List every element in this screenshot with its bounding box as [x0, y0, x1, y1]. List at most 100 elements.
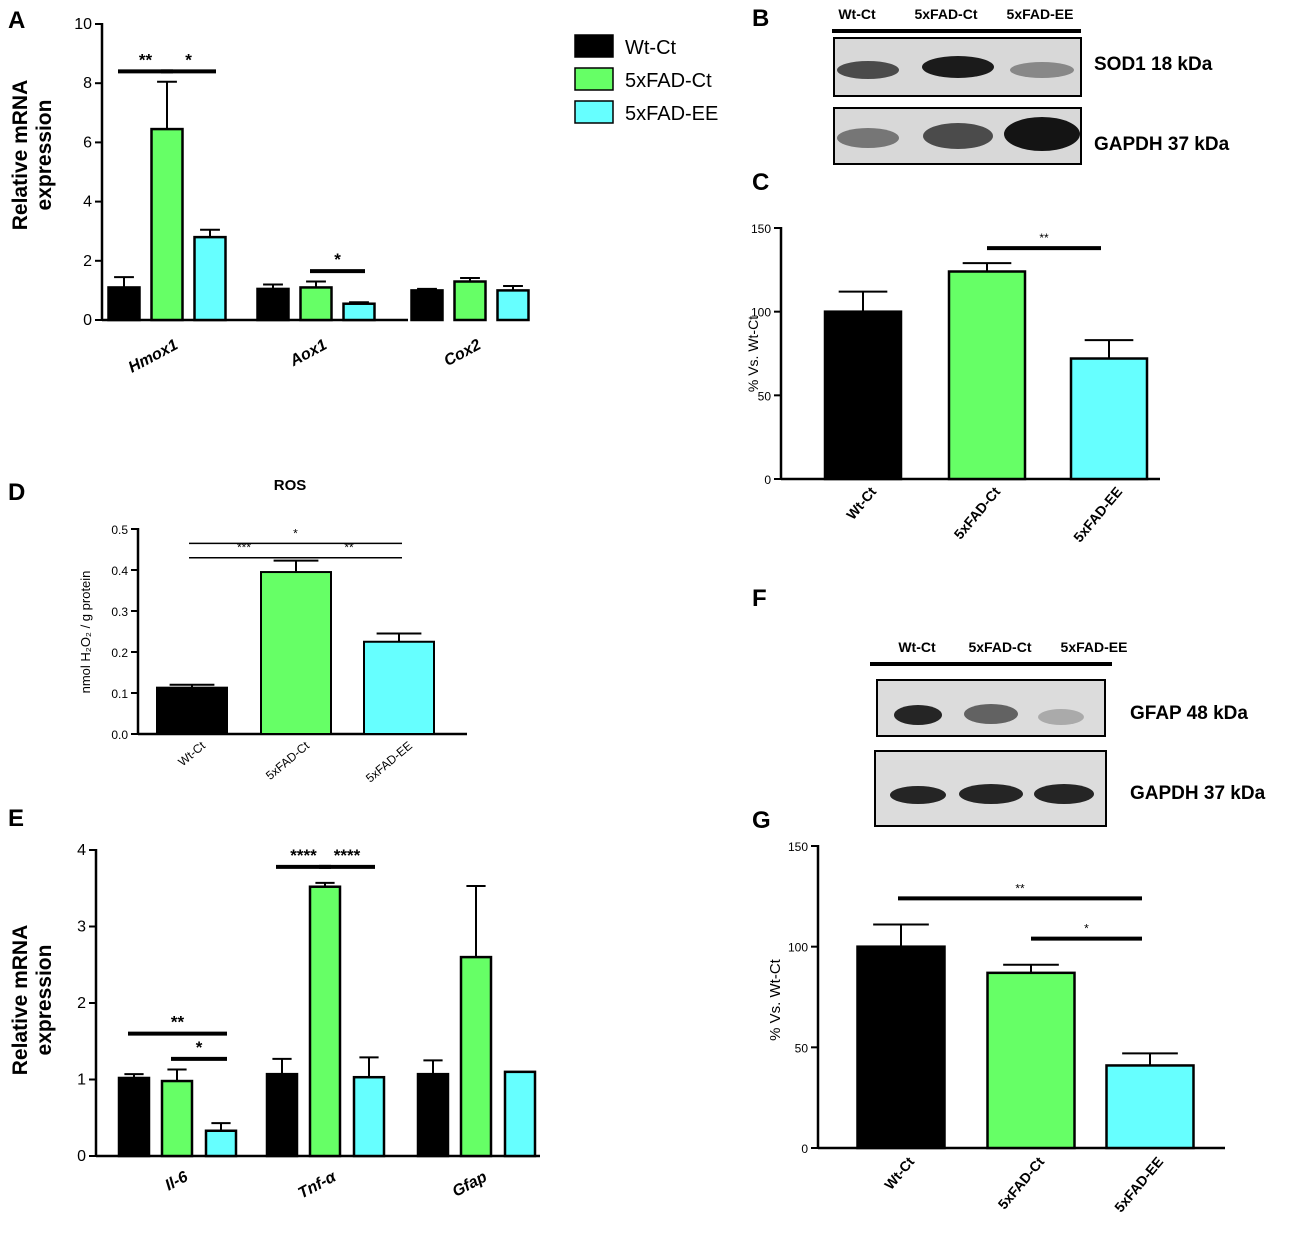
y-tick-label: 10	[74, 16, 92, 33]
y-tick-label: 6	[83, 134, 92, 151]
blot-b-gapdh-band-5xfad-ee	[1004, 117, 1080, 151]
bar-cox2-0	[410, 289, 444, 322]
panel-label-f: F	[752, 585, 767, 612]
legend-swatch-wt-ct	[574, 34, 614, 58]
y-tick-label: 0.4	[111, 564, 128, 578]
y-tick-label: 0.2	[111, 646, 128, 660]
chart-panel-g: 0 50 100 150 % Vs. Wt-Ct Wt-Ct 5xFAD-Ct 5xFAD-E…	[767, 840, 1225, 1215]
y-tick-label: 2	[77, 995, 86, 1012]
bar-tnf-0	[265, 1072, 299, 1158]
x-category-label: Gfap	[450, 1168, 490, 1200]
blot-b-sod1-band-5xfad-ee	[1010, 62, 1074, 78]
blot-b-gapdh-band-wt-ct	[837, 128, 899, 148]
bar-aox1-2	[342, 302, 376, 322]
y-tick-label: 0	[77, 1148, 86, 1165]
y-tick-label: 0.0	[111, 728, 128, 742]
legend-label-wt-ct: Wt-Ct	[625, 37, 677, 59]
legend-swatch-5xfad-ct	[574, 67, 614, 91]
bar-5xfadct	[947, 270, 1027, 481]
chart-panel-e: 0 1 2 3 4 Relative mRNAexpression Il-6 Tnf-α Gfa…	[9, 842, 540, 1202]
blot-b-lane-label-wt-ct: Wt-Ct	[838, 6, 876, 22]
y-axis-title: nmol H₂O₂ / g protein	[78, 571, 93, 694]
bar-wtct	[856, 945, 946, 1150]
bar-5xfadee	[1105, 1064, 1195, 1150]
significance-label: *	[293, 526, 298, 540]
bar-il6-2	[204, 1129, 238, 1158]
significance-label: **	[1015, 881, 1025, 895]
significance-label: *	[196, 1038, 203, 1057]
x-category-label: Aox1	[286, 336, 329, 370]
x-category-label: Hmox1	[126, 336, 181, 376]
chart-panel-d: ROS 0.0 0.1 0.2 0.3 0.4 0.5 nmol H₂O₂ / g prote…	[78, 477, 467, 785]
x-category-label: Wt-Ct	[881, 1153, 917, 1192]
bar-tnf-2	[352, 1075, 386, 1158]
panel-label-e: E	[8, 805, 24, 832]
y-tick-label: 4	[83, 194, 92, 211]
bar-aox1-1	[299, 286, 333, 322]
bar-gfap-1	[459, 955, 493, 1158]
blot-f-gapdh-band-5xfad-ee	[1034, 784, 1094, 804]
legend: Wt-Ct 5xFAD-Ct 5xFAD-EE	[574, 34, 718, 125]
bar-cox2-2	[496, 289, 530, 322]
y-tick-label: 100	[751, 306, 771, 320]
x-category-label: 5xFAD-Ct	[263, 738, 312, 783]
significance-label: **	[1039, 231, 1049, 245]
significance-label: *	[1084, 922, 1089, 936]
blot-b-gapdh-label: GAPDH 37 kDa	[1094, 134, 1230, 155]
x-category-label: Wt-Ct	[175, 738, 208, 769]
blot-f-gfap-label: GFAP 48 kDa	[1130, 703, 1248, 724]
y-tick-label: 2	[83, 253, 92, 270]
panel-label-d: D	[8, 479, 25, 506]
bar-wtct	[823, 310, 903, 481]
bar-cox2-1	[453, 280, 487, 322]
y-tick-label: 0.3	[111, 605, 128, 619]
panel-label-a: A	[8, 7, 25, 34]
y-tick-label: 0	[801, 1142, 808, 1156]
bar-5xfadct	[260, 571, 332, 735]
blot-f-gapdh-label: GAPDH 37 kDa	[1130, 783, 1266, 804]
chart-panel-a: 0 2 4 6 8 10 Relative mRNAexpression Hmox1 Aox1 C…	[9, 16, 530, 377]
significance-label: **	[171, 1013, 185, 1032]
panel-label-b: B	[752, 5, 769, 32]
y-axis-title: % Vs. Wt-Ct	[767, 958, 784, 1040]
blot-b-gapdh-band-5xfad-ct	[923, 123, 993, 149]
legend-swatch-5xfad-ee	[574, 100, 614, 124]
x-category-label: Il-6	[162, 1168, 190, 1194]
bar-hmox1-2	[193, 235, 227, 322]
x-category-label: 5xFAD-EE	[363, 739, 415, 786]
significance-label: ****	[290, 846, 317, 865]
significance-label: **	[344, 541, 354, 555]
x-category-label: Cox2	[441, 336, 484, 369]
x-category-label: 5xFAD-Ct	[951, 483, 1004, 542]
y-axis-title: % Vs. Wt-Ct	[745, 316, 761, 392]
blot-f-gfap-band-5xfad-ct	[964, 704, 1018, 724]
significance-label: **	[139, 50, 153, 69]
blot-f-lane-label-5xfad-ct: 5xFAD-Ct	[968, 639, 1031, 655]
y-tick-label: 50	[758, 389, 772, 403]
legend-label-5xfad-ct: 5xFAD-Ct	[625, 70, 712, 92]
y-tick-label: 1	[77, 1072, 86, 1089]
y-tick-label: 0	[764, 473, 771, 487]
significance-label: ***	[237, 541, 251, 555]
bar-gfap-0	[416, 1072, 450, 1158]
x-category-label: 5xFAD-EE	[1111, 1154, 1166, 1216]
x-category-label: Tnf-α	[295, 1168, 339, 1202]
bar-hmox1-0	[107, 286, 141, 322]
blot-f-gapdh-band-5xfad-ct	[959, 784, 1023, 804]
blot-b-lane-label-5xfad-ee: 5xFAD-EE	[1007, 6, 1074, 22]
y-tick-label: 50	[795, 1041, 809, 1055]
bar-gfap-2	[503, 1070, 537, 1158]
y-tick-label: 150	[751, 222, 771, 236]
y-tick-label: 100	[788, 941, 808, 955]
significance-label: *	[334, 250, 341, 269]
y-tick-label: 4	[77, 842, 86, 859]
blot-b-sod1-label: SOD1 18 kDa	[1094, 54, 1213, 75]
bar-5xfadee	[363, 640, 435, 735]
bar-tnf-1	[308, 885, 342, 1158]
x-category-label: 5xFAD-EE	[1070, 484, 1125, 546]
blot-b-lane-label-5xfad-ct: 5xFAD-Ct	[914, 6, 977, 22]
blot-b-sod1-band-5xfad-ct	[922, 56, 994, 78]
panel-label-c: C	[752, 169, 769, 196]
significance-label: ****	[334, 846, 361, 865]
